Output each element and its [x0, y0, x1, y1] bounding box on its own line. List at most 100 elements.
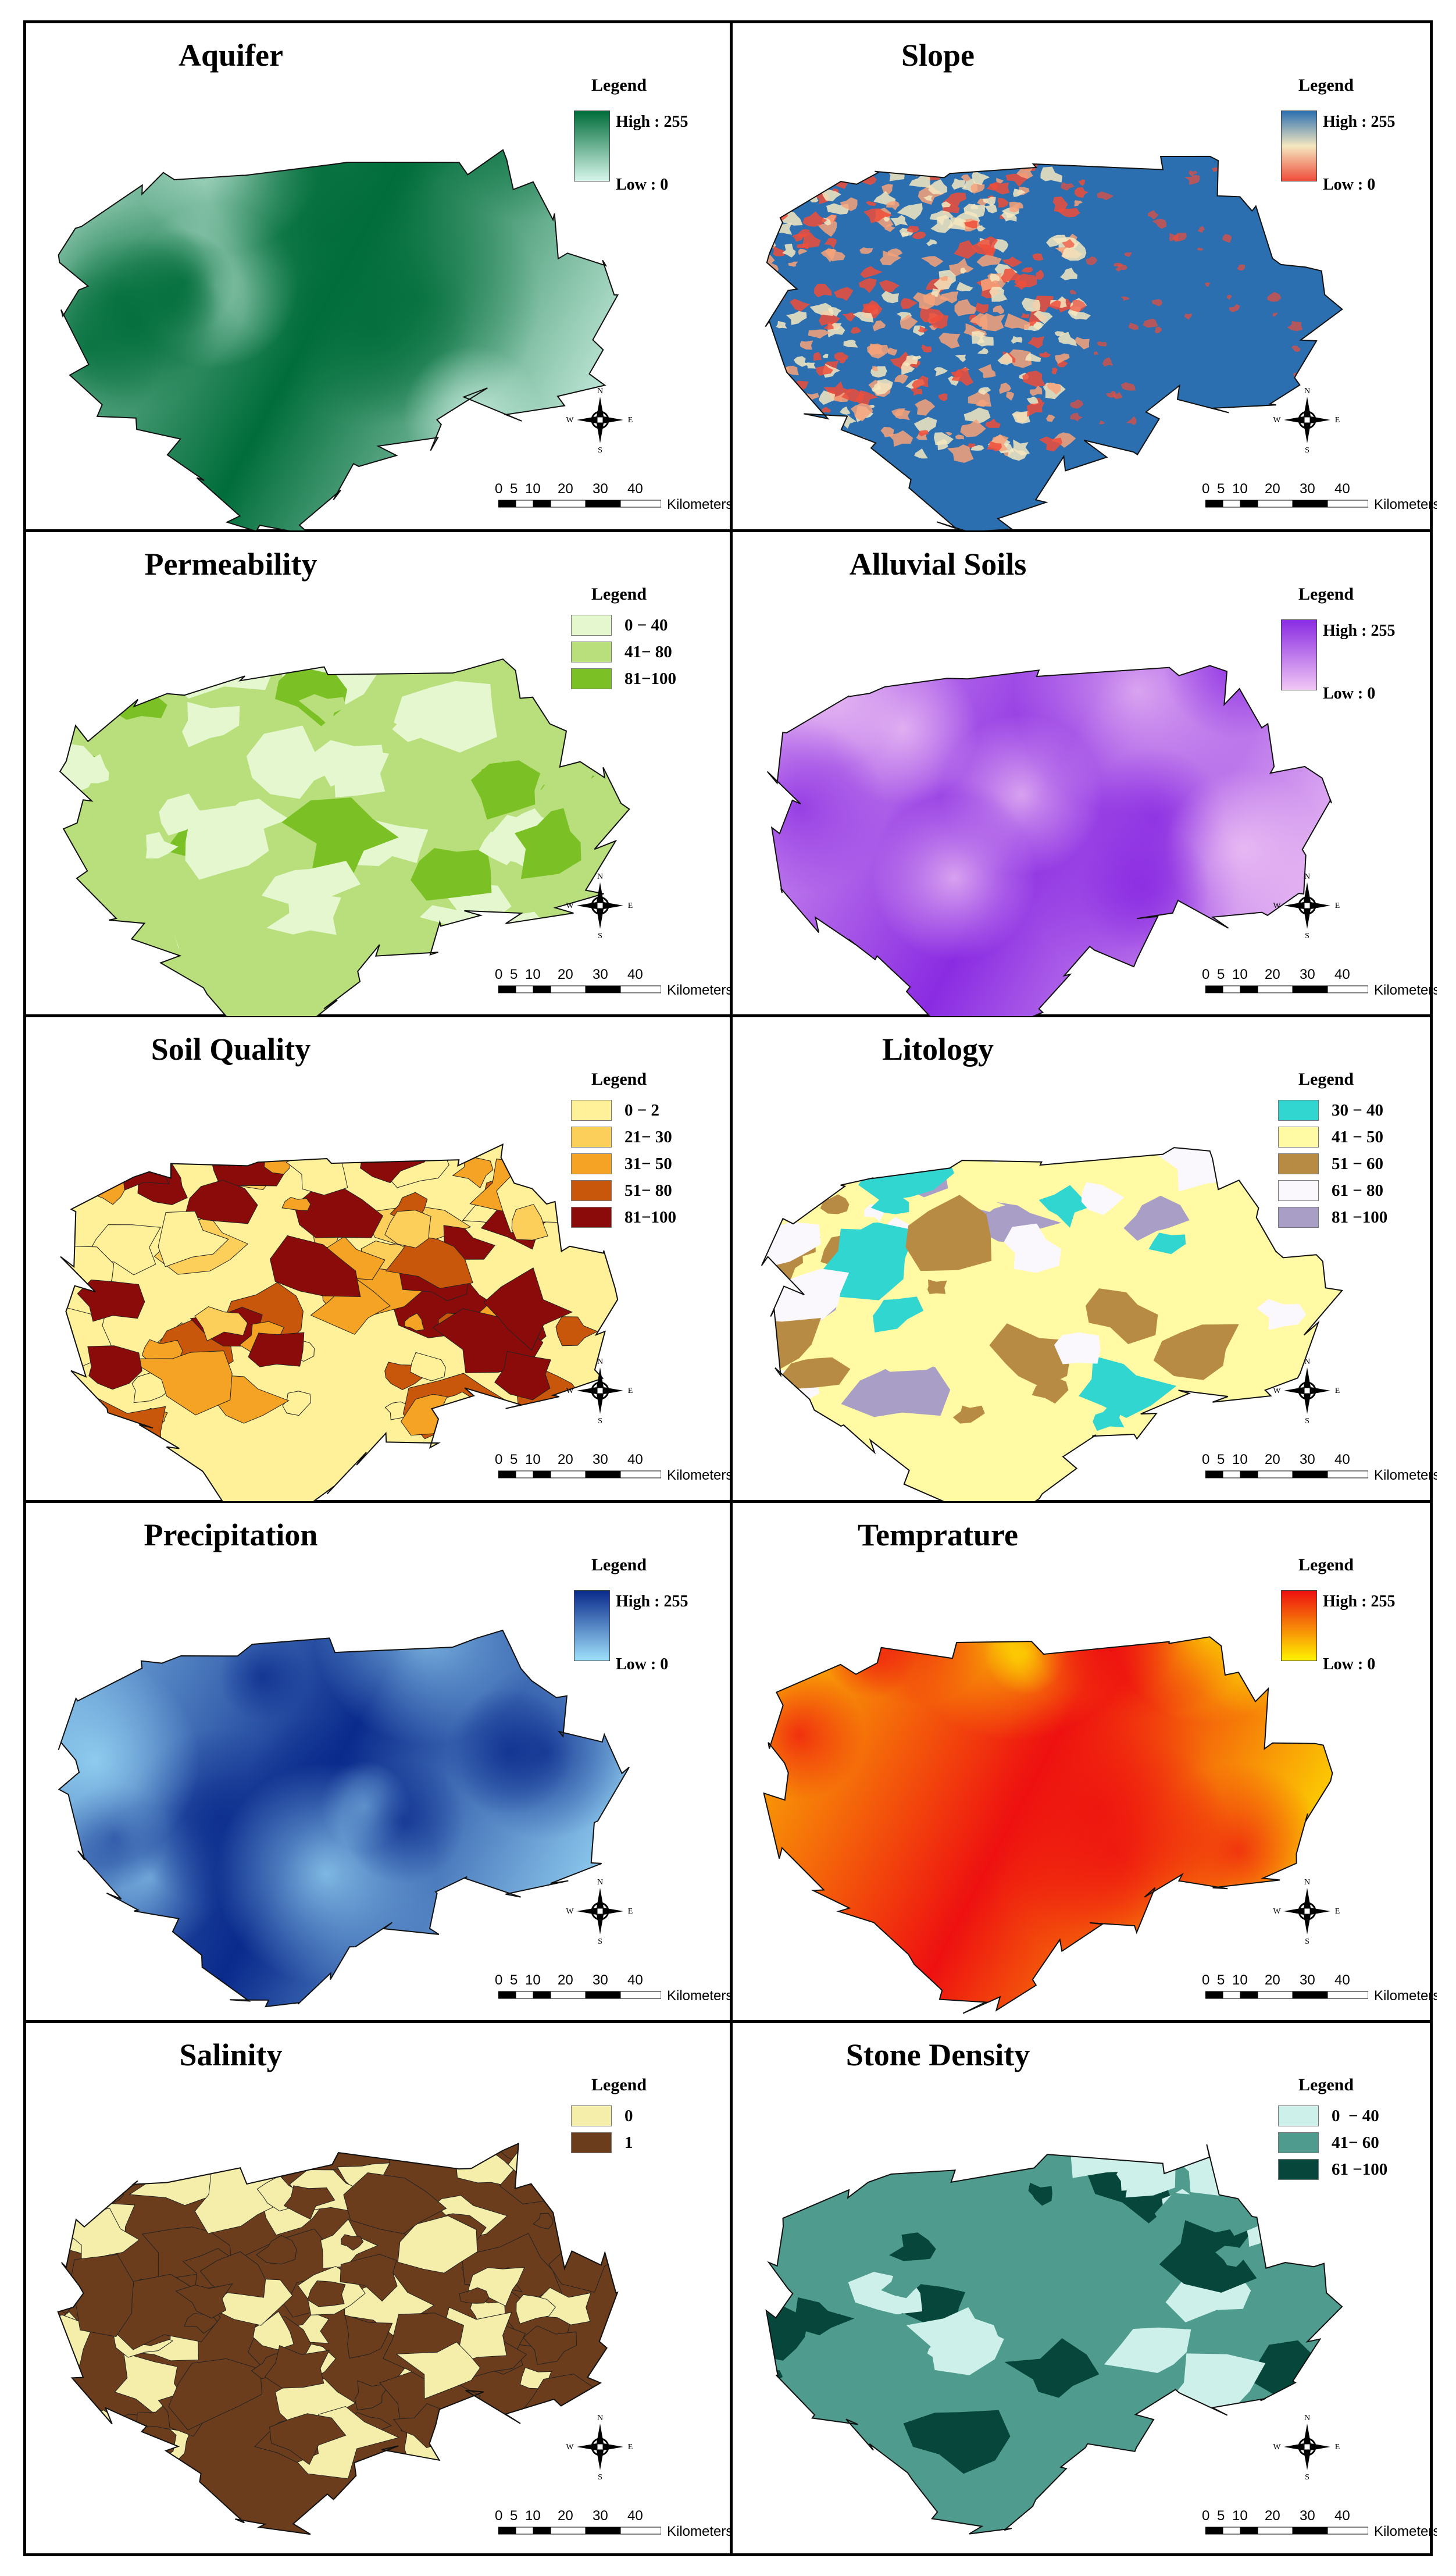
- slope-patch: [945, 432, 952, 436]
- slope-patch: [842, 312, 856, 322]
- slope-patch: [1055, 353, 1070, 364]
- slope-patch: [886, 201, 900, 211]
- slope-patch: [1014, 115, 1027, 123]
- map-panel-stone_density: Stone Density Legend 0 − 40 41− 60 61 −100 N S…: [734, 2024, 1437, 2557]
- legend-class-label: 41 − 50: [1332, 1127, 1384, 1146]
- slope-patch: [954, 299, 977, 316]
- scale-tick-label: 30: [1300, 2508, 1315, 2524]
- legend-class-label: 51− 80: [624, 1181, 672, 1200]
- scale-bar: [498, 500, 661, 508]
- scale-tick-label: 40: [627, 1452, 643, 1467]
- slope-patch: [1128, 322, 1139, 330]
- basin-outline: [765, 2144, 1343, 2535]
- legend-class-row: 31− 50: [571, 1150, 676, 1177]
- slope-patch: [999, 115, 1021, 127]
- class-patch: [483, 1267, 573, 1351]
- scale-tick-label: 5: [1217, 2508, 1225, 2524]
- legend-title: Legend: [591, 76, 647, 95]
- class-patch: [766, 2393, 798, 2459]
- slope-patch: [933, 134, 954, 149]
- north-arrow: N S W E: [1272, 385, 1342, 455]
- legend-title: Legend: [591, 1555, 647, 1574]
- compass-n: N: [1304, 1878, 1310, 1887]
- slope-patch: [1184, 174, 1200, 185]
- slope-patch: [765, 159, 783, 173]
- class-patch: [182, 701, 240, 747]
- legend-title: Legend: [1298, 1070, 1354, 1089]
- panel-title: Precipitation: [144, 1517, 318, 1552]
- class-patch: [283, 2185, 336, 2220]
- slope-patch: [765, 190, 783, 206]
- slope-patch: [1004, 313, 1031, 330]
- slope-patch: [947, 444, 974, 463]
- class-patch: [1039, 1185, 1091, 1228]
- slope-patch: [883, 216, 890, 222]
- class-patch: [889, 2232, 936, 2261]
- slope-patch: [1061, 182, 1075, 191]
- class-patch: [458, 2427, 488, 2440]
- scale-unit: Kilometers: [1374, 1988, 1437, 2004]
- panel-title: Alluvial Soils: [849, 547, 1027, 582]
- legend-class-row: 0 − 2: [571, 1097, 676, 1124]
- compass-s: S: [598, 932, 602, 940]
- slope-patch: [1070, 412, 1083, 422]
- row-divider-3: [26, 1500, 1430, 1503]
- slope-patch: [1057, 208, 1080, 218]
- slope-patch: [813, 352, 822, 361]
- slope-patch: [798, 429, 823, 448]
- compass-e: E: [628, 2443, 633, 2452]
- class-patch: [1028, 2182, 1052, 2206]
- class-patch: [470, 760, 541, 820]
- slope-patch: [1025, 352, 1041, 362]
- slope-patch: [765, 364, 786, 379]
- slope-patch: [1027, 156, 1043, 161]
- scale-tick-label: 5: [510, 481, 518, 497]
- scale-ticks: 0 5 10 20 30 40: [481, 481, 725, 497]
- class-patch: [343, 2172, 447, 2235]
- scale-bar: [1205, 1991, 1368, 1999]
- slope-patch: [876, 113, 896, 124]
- class-patch: [927, 2144, 1018, 2171]
- slope-patch: [1048, 300, 1061, 310]
- panel-title: Soil Quality: [151, 1032, 311, 1067]
- slope-patch: [1109, 112, 1120, 118]
- compass-w: W: [566, 902, 574, 910]
- legend-class-row: 41− 60: [1278, 2129, 1387, 2156]
- slope-patch: [1007, 136, 1027, 150]
- scale-tick-label: 0: [495, 1972, 503, 1988]
- class-patch: [62, 1107, 96, 1135]
- compass-w: W: [1273, 2443, 1281, 2452]
- slope-patch: [862, 300, 880, 312]
- slope-patch: [941, 201, 951, 208]
- slope-patch: [1184, 313, 1192, 320]
- slope-patch: [900, 298, 918, 309]
- class-patch: [901, 1148, 959, 1166]
- slope-patch: [788, 404, 794, 409]
- class-patch: [1148, 1232, 1186, 1255]
- scale-tick-label: 0: [1202, 967, 1210, 982]
- slope-patch: [859, 247, 873, 254]
- class-patch: [523, 2325, 577, 2365]
- scale-bar-group: 0 5 10 20 30 40 Kilometers: [481, 2508, 730, 2543]
- class-patch: [384, 1210, 431, 1249]
- class-patch: [87, 1345, 142, 1390]
- scale-unit: Kilometers: [1374, 2524, 1437, 2539]
- compass-n: N: [597, 2414, 603, 2422]
- compass-n: N: [1304, 2414, 1310, 2422]
- compass-s: S: [1305, 932, 1309, 940]
- class-patch: [60, 742, 102, 799]
- class-patch: [1166, 2353, 1266, 2435]
- north-arrow: N S W E: [1272, 1356, 1342, 1426]
- scale-ticks: 0 5 10 20 30 40: [481, 1452, 725, 1468]
- map-panel-aquifer: Aquifer Legend High : 255 Low : 0 N S W E 0 5 10 20…: [27, 24, 730, 530]
- gradient-blob: [339, 149, 460, 198]
- slope-patch: [912, 231, 926, 240]
- legend-class-label: 41− 80: [624, 642, 672, 661]
- scale-tick-label: 10: [525, 2508, 541, 2524]
- slope-patch: [992, 161, 1005, 169]
- legend-swatch: [1278, 2132, 1319, 2153]
- legend-swatch: [571, 1180, 612, 1201]
- legend-title: Legend: [1298, 1555, 1354, 1574]
- slope-patch: [790, 298, 810, 312]
